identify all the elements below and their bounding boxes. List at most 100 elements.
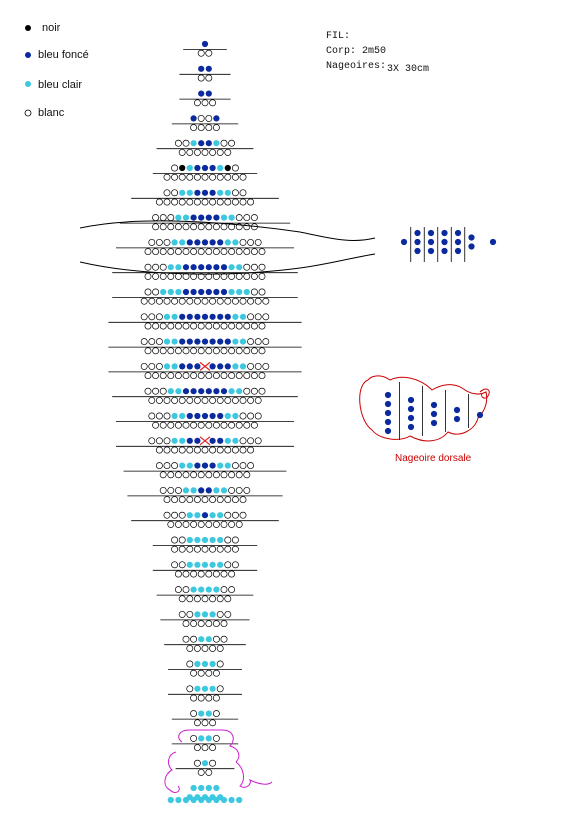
bead-light-blue <box>239 313 247 320</box>
bead-dark-blue <box>179 363 186 370</box>
bead-white <box>239 238 247 246</box>
bead-light-blue <box>217 189 224 196</box>
bead-white <box>140 313 148 321</box>
legend-item-noir: noir <box>25 22 61 34</box>
bead-white <box>231 189 239 197</box>
bead-white <box>212 635 220 643</box>
bead-white <box>231 462 239 470</box>
bead-white <box>159 421 167 429</box>
bead-white <box>174 471 182 479</box>
bead-white <box>163 396 171 404</box>
bead-light-blue <box>190 784 197 792</box>
bead-white <box>178 536 186 544</box>
bead-light-blue <box>182 214 190 221</box>
bead-light-blue <box>209 536 216 544</box>
bead-white <box>155 297 163 305</box>
bead-white <box>239 462 247 470</box>
bead-white <box>247 446 255 454</box>
bead-white <box>144 387 152 395</box>
bead-white <box>201 744 209 752</box>
bead-white <box>201 198 209 206</box>
bead-white <box>247 362 255 370</box>
bead-white <box>201 644 209 652</box>
bead-dark-blue <box>190 388 197 395</box>
bead-white <box>159 387 167 395</box>
bead-dark-blue <box>384 400 392 408</box>
bead-white <box>254 362 262 370</box>
bead-white <box>155 462 163 470</box>
bead-white <box>239 412 247 420</box>
bead-white <box>152 387 160 395</box>
bead-white <box>205 74 213 82</box>
bead-white <box>201 396 209 404</box>
bead-white <box>239 173 247 181</box>
bead-white <box>250 263 258 271</box>
bead-white <box>239 437 247 445</box>
bead-light-blue <box>175 264 182 271</box>
bead-white <box>239 198 247 206</box>
bead-white <box>209 198 217 206</box>
bead-white <box>243 372 251 380</box>
bead-white <box>231 536 239 544</box>
bead-light-blue <box>175 214 182 221</box>
bead-white <box>216 173 224 181</box>
bead-white <box>262 338 270 346</box>
bead-white <box>224 610 232 618</box>
bead-white <box>243 248 251 256</box>
bead-white <box>178 561 186 569</box>
bead-light-blue <box>167 288 174 296</box>
bead-white <box>167 272 175 280</box>
bead-dark-blue <box>468 243 475 250</box>
bead-white <box>174 272 182 280</box>
bead-white <box>193 148 201 156</box>
bead-light-blue <box>217 512 224 519</box>
side-fin-lower-curve <box>79 253 376 275</box>
bead-white <box>152 288 160 296</box>
bead-light-blue <box>239 338 247 345</box>
bead-dark-blue <box>468 234 475 241</box>
bead-white <box>243 486 251 494</box>
bead-white <box>254 313 262 321</box>
bead-white <box>190 248 198 256</box>
bead-white <box>224 396 232 404</box>
bead-light-blue <box>236 264 243 271</box>
bead-white <box>167 486 175 494</box>
bead-white <box>155 338 163 346</box>
bead-white <box>182 620 190 628</box>
bead-dark-blue <box>220 388 228 395</box>
bead-white <box>247 396 255 404</box>
bead-light-blue <box>179 437 186 444</box>
bead-white <box>197 124 205 132</box>
bead-light-blue <box>224 412 231 420</box>
bead-white <box>193 744 201 752</box>
bead-white <box>224 511 232 519</box>
bead-white <box>212 372 220 380</box>
bead-white <box>254 396 262 404</box>
bead-white <box>152 272 160 280</box>
bead-white <box>216 545 224 553</box>
bead-white <box>235 372 243 380</box>
bead-white <box>197 570 205 578</box>
bead-white <box>262 297 270 305</box>
bead-white <box>235 471 243 479</box>
bead-white <box>250 214 258 222</box>
bead-dark-blue <box>186 437 193 444</box>
bead-white <box>250 421 258 429</box>
bead-white <box>155 412 163 420</box>
bead-white <box>258 263 266 271</box>
bead-dark-blue <box>182 388 190 395</box>
bead-white <box>174 570 182 578</box>
bead-dark-blue <box>201 462 209 469</box>
bead-dark-blue <box>400 238 408 246</box>
bead-white <box>140 362 148 370</box>
bead-light-blue <box>205 710 212 717</box>
bead-light-blue <box>205 784 212 792</box>
bead-dark-blue <box>198 140 205 147</box>
bead-white <box>224 496 232 504</box>
bead-dark-blue <box>194 164 201 172</box>
bead-dark-blue <box>384 409 392 417</box>
bead-white <box>159 214 167 222</box>
bead-white <box>235 272 243 280</box>
bead-light-blue <box>209 611 216 618</box>
bead-white <box>201 297 209 305</box>
